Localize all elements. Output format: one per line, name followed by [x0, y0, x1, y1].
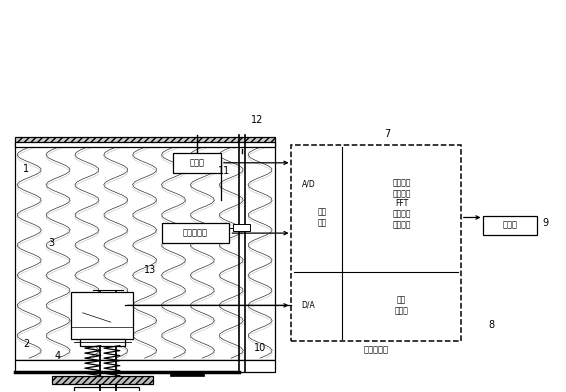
Text: 12: 12 — [251, 115, 264, 125]
Text: 13: 13 — [144, 265, 156, 275]
Bar — [52, 376, 153, 384]
Text: 数据
采集: 数据 采集 — [318, 208, 327, 227]
Bar — [483, 216, 537, 235]
Text: 变送器: 变送器 — [190, 158, 204, 167]
Text: 8: 8 — [489, 320, 495, 330]
Text: D/A: D/A — [302, 301, 315, 310]
Bar — [74, 387, 139, 392]
Text: A/D: A/D — [302, 180, 315, 189]
Bar — [15, 360, 275, 372]
Bar — [71, 292, 134, 339]
Text: 9: 9 — [542, 218, 548, 229]
Bar — [15, 137, 275, 145]
Text: 11: 11 — [217, 165, 230, 176]
Bar — [170, 371, 204, 376]
Text: 1: 1 — [23, 163, 29, 174]
Text: 信号放大器: 信号放大器 — [183, 229, 208, 238]
Text: 信号
发生器: 信号 发生器 — [395, 296, 409, 315]
Bar — [291, 145, 461, 341]
Bar — [233, 224, 250, 231]
Text: 3: 3 — [49, 238, 54, 248]
Text: 2: 2 — [23, 339, 29, 349]
Text: 4: 4 — [54, 351, 60, 361]
Text: 7: 7 — [384, 129, 391, 138]
Text: 显示屏: 显示屏 — [503, 221, 518, 230]
Bar — [15, 142, 275, 147]
Bar — [162, 223, 229, 243]
Bar — [173, 153, 221, 172]
Bar — [80, 339, 125, 346]
Bar — [15, 145, 275, 360]
Text: 信号分析仪: 信号分析仪 — [364, 346, 389, 355]
Text: 数据处理
信号分析
FFT
频谱分析
频响函数: 数据处理 信号分析 FFT 频谱分析 频响函数 — [392, 178, 411, 229]
Text: 10: 10 — [254, 343, 267, 353]
